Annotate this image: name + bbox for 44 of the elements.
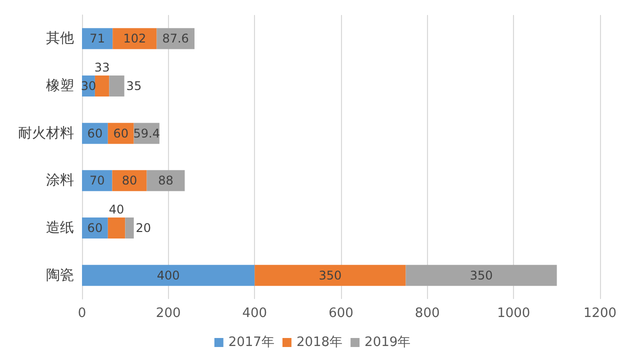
y-tick-label: 陶瓷 — [46, 267, 74, 284]
data-label: 60 — [113, 126, 128, 140]
data-label: 60 — [87, 221, 103, 235]
data-label: 350 — [318, 268, 342, 282]
data-label: 59.4 — [133, 126, 160, 140]
bar — [82, 170, 112, 192]
y-tick-label: 造纸 — [46, 220, 74, 236]
data-label: 60 — [87, 126, 103, 140]
data-label: 20 — [136, 221, 152, 235]
y-tick-label: 涂料 — [46, 172, 74, 189]
bar — [94, 76, 110, 96]
legend-label: 2018年 — [296, 335, 343, 350]
x-tick-label: 0 — [78, 306, 86, 321]
y-tick-label: 其他 — [46, 30, 74, 47]
data-label: 80 — [122, 174, 138, 188]
x-tick-label: 600 — [328, 306, 354, 321]
y-tick-label: 橡塑 — [46, 78, 74, 94]
data-label: 102 — [123, 32, 146, 46]
x-tick-label: 400 — [242, 306, 268, 321]
x-tick-label: 1200 — [583, 306, 617, 321]
bar — [82, 28, 113, 50]
bar — [109, 76, 124, 96]
bar — [112, 170, 147, 192]
data-label: 70 — [89, 174, 105, 188]
bar — [125, 218, 134, 238]
data-label: 71 — [90, 32, 105, 46]
bar — [108, 218, 126, 238]
legend-label: 2019年 — [364, 335, 411, 350]
x-tick-label: 1000 — [497, 306, 530, 321]
data-label: 40 — [108, 202, 124, 216]
data-label: 35 — [126, 79, 142, 93]
data-label: 87.6 — [162, 32, 189, 46]
y-tick-label: 耐火材料 — [18, 125, 74, 142]
bar — [82, 264, 255, 286]
data-label: 88 — [158, 174, 174, 188]
bar — [254, 264, 406, 286]
data-label: 350 — [470, 268, 493, 282]
x-tick-label: 200 — [156, 306, 181, 321]
data-label: 400 — [156, 268, 180, 282]
bar — [112, 28, 157, 50]
x-tick-label: 800 — [414, 306, 440, 321]
bar — [406, 264, 557, 286]
legend-label: 2017年 — [228, 335, 274, 350]
data-label: 33 — [94, 60, 110, 74]
